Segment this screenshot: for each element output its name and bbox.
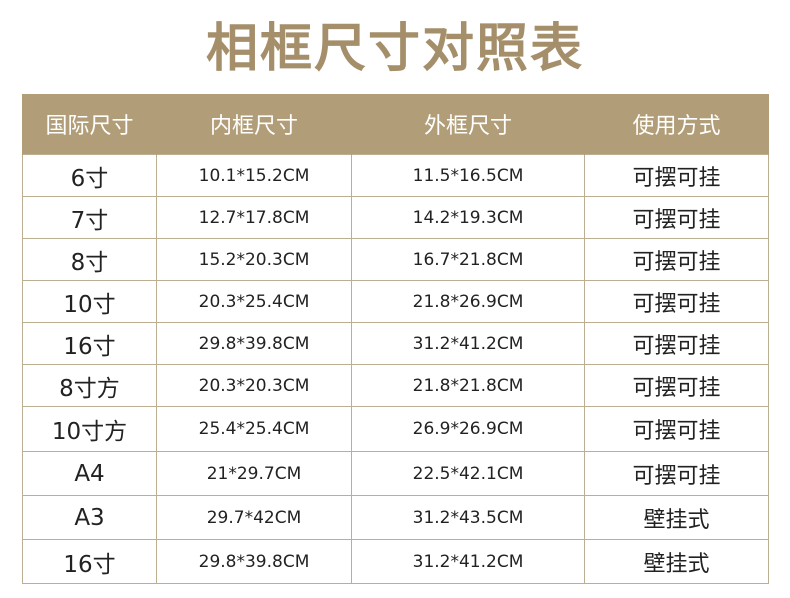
table-row: 8寸方 20.3*20.3CM 21.8*21.8CM 可摆可挂 (22, 364, 769, 407)
cell-international-size: A3 (22, 495, 157, 540)
size-comparison-table: 国际尺寸 内框尺寸 外框尺寸 使用方式 6寸 10.1*15.2CM 11.5*… (22, 94, 769, 584)
table-row: A4 21*29.7CM 22.5*42.1CM 可摆可挂 (22, 451, 769, 496)
cell-inner-frame-size: 20.3*20.3CM (156, 364, 352, 407)
cell-usage: 可摆可挂 (584, 238, 769, 281)
table-row: 8寸 15.2*20.3CM 16.7*21.8CM 可摆可挂 (22, 238, 769, 281)
cell-usage: 可摆可挂 (584, 364, 769, 407)
header-outer-frame-size: 外框尺寸 (351, 94, 585, 155)
cell-outer-frame-size: 31.2*43.5CM (351, 495, 585, 540)
table-row: 16寸 29.8*39.8CM 31.2*41.2CM 壁挂式 (22, 539, 769, 584)
cell-outer-frame-size: 16.7*21.8CM (351, 238, 585, 281)
cell-international-size: A4 (22, 451, 157, 496)
cell-usage: 可摆可挂 (584, 280, 769, 323)
header-international-size: 国际尺寸 (22, 94, 157, 155)
header-inner-frame-size: 内框尺寸 (156, 94, 352, 155)
page-title: 相框尺寸对照表 (205, 19, 584, 79)
cell-international-size: 8寸 (22, 238, 157, 281)
table-row: 6寸 10.1*15.2CM 11.5*16.5CM 可摆可挂 (22, 154, 769, 197)
cell-outer-frame-size: 31.2*41.2CM (351, 322, 585, 365)
cell-inner-frame-size: 15.2*20.3CM (156, 238, 352, 281)
cell-usage: 壁挂式 (584, 495, 769, 540)
cell-outer-frame-size: 14.2*19.3CM (351, 196, 585, 239)
cell-usage: 可摆可挂 (584, 322, 769, 365)
cell-international-size: 7寸 (22, 196, 157, 239)
table-row: 16寸 29.8*39.8CM 31.2*41.2CM 可摆可挂 (22, 322, 769, 365)
table-row: 7寸 12.7*17.8CM 14.2*19.3CM 可摆可挂 (22, 196, 769, 239)
cell-international-size: 6寸 (22, 154, 157, 197)
cell-inner-frame-size: 29.8*39.8CM (156, 322, 352, 365)
cell-usage: 可摆可挂 (584, 451, 769, 496)
cell-inner-frame-size: 29.8*39.8CM (156, 539, 352, 584)
cell-international-size: 16寸 (22, 322, 157, 365)
cell-usage: 可摆可挂 (584, 196, 769, 239)
cell-outer-frame-size: 21.8*26.9CM (351, 280, 585, 323)
cell-inner-frame-size: 10.1*15.2CM (156, 154, 352, 197)
header-usage: 使用方式 (584, 94, 769, 155)
table-row: 10寸方 25.4*25.4CM 26.9*26.9CM 可摆可挂 (22, 406, 769, 452)
cell-inner-frame-size: 20.3*25.4CM (156, 280, 352, 323)
cell-outer-frame-size: 22.5*42.1CM (351, 451, 585, 496)
cell-outer-frame-size: 26.9*26.9CM (351, 406, 585, 452)
cell-usage: 可摆可挂 (584, 406, 769, 452)
cell-usage: 可摆可挂 (584, 154, 769, 197)
cell-international-size: 10寸方 (22, 406, 157, 452)
cell-inner-frame-size: 12.7*17.8CM (156, 196, 352, 239)
cell-outer-frame-size: 11.5*16.5CM (351, 154, 585, 197)
cell-inner-frame-size: 25.4*25.4CM (156, 406, 352, 452)
cell-usage: 壁挂式 (584, 539, 769, 584)
cell-inner-frame-size: 29.7*42CM (156, 495, 352, 540)
cell-international-size: 16寸 (22, 539, 157, 584)
table-row: 10寸 20.3*25.4CM 21.8*26.9CM 可摆可挂 (22, 280, 769, 323)
table-header-row: 国际尺寸 内框尺寸 外框尺寸 使用方式 (22, 94, 769, 155)
cell-inner-frame-size: 21*29.7CM (156, 451, 352, 496)
table-row: A3 29.7*42CM 31.2*43.5CM 壁挂式 (22, 495, 769, 540)
cell-outer-frame-size: 31.2*41.2CM (351, 539, 585, 584)
cell-outer-frame-size: 21.8*21.8CM (351, 364, 585, 407)
cell-international-size: 8寸方 (22, 364, 157, 407)
cell-international-size: 10寸 (22, 280, 157, 323)
